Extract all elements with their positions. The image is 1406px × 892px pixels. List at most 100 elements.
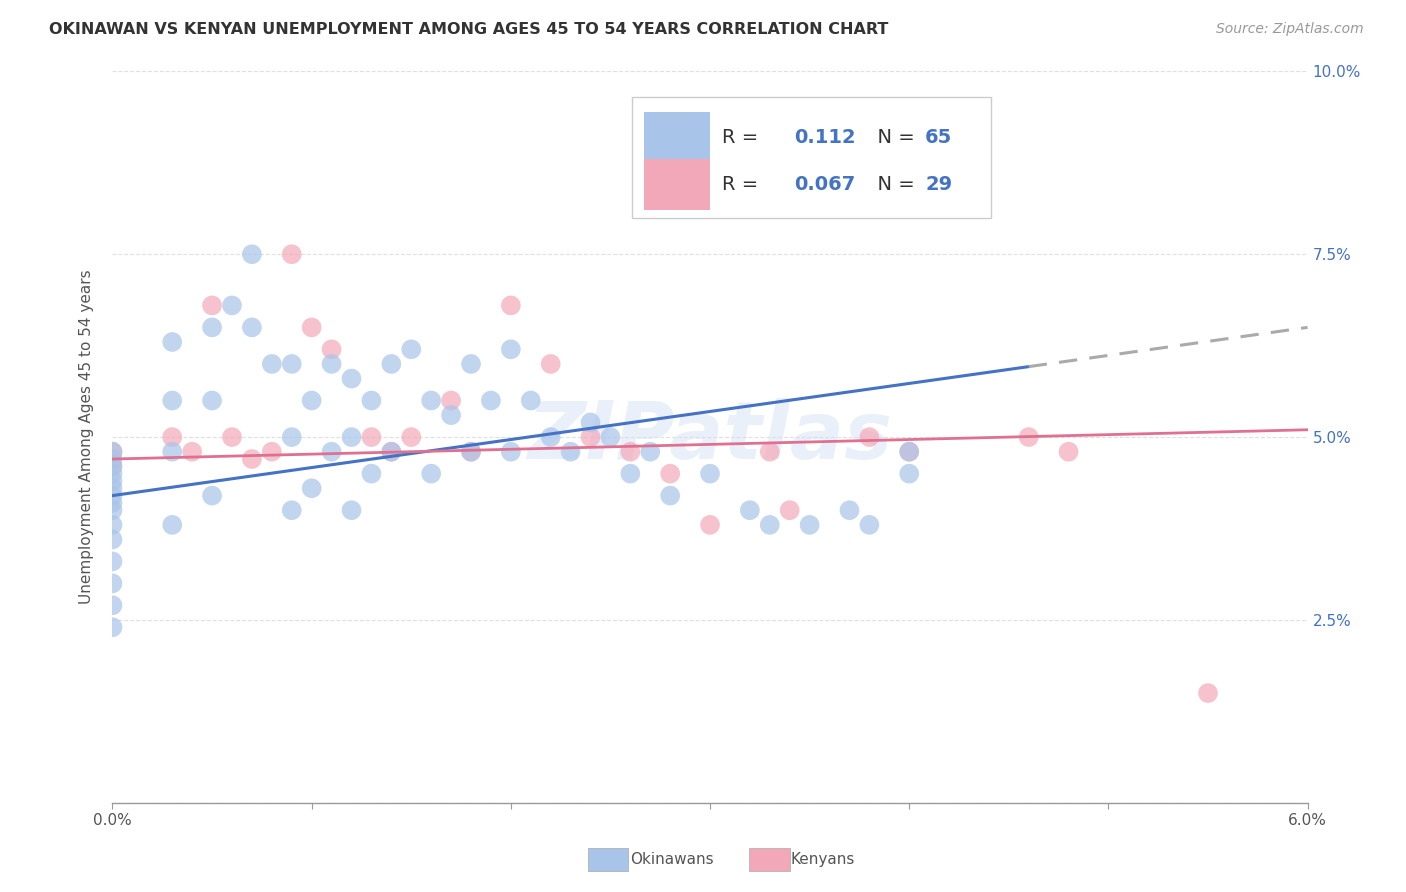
- Y-axis label: Unemployment Among Ages 45 to 54 years: Unemployment Among Ages 45 to 54 years: [79, 269, 94, 605]
- Text: R =: R =: [723, 128, 765, 146]
- Point: [360, 430, 382, 444]
- Point: [1018, 430, 1040, 444]
- Point: [162, 430, 183, 444]
- Point: [101, 496, 124, 510]
- Point: [240, 452, 263, 467]
- Point: [201, 393, 224, 408]
- Point: [101, 452, 124, 467]
- Point: [460, 357, 482, 371]
- Point: [540, 357, 562, 371]
- Point: [1057, 444, 1080, 458]
- Point: [898, 444, 921, 458]
- Point: [101, 599, 124, 613]
- Text: Source: ZipAtlas.com: Source: ZipAtlas.com: [1216, 22, 1364, 37]
- FancyBboxPatch shape: [644, 112, 710, 163]
- Point: [281, 503, 304, 517]
- Point: [460, 444, 482, 458]
- Point: [520, 393, 543, 408]
- Point: [640, 444, 662, 458]
- Text: Kenyans: Kenyans: [790, 853, 855, 867]
- Point: [321, 343, 343, 357]
- FancyBboxPatch shape: [644, 159, 710, 211]
- Point: [260, 357, 283, 371]
- Text: OKINAWAN VS KENYAN UNEMPLOYMENT AMONG AGES 45 TO 54 YEARS CORRELATION CHART: OKINAWAN VS KENYAN UNEMPLOYMENT AMONG AG…: [49, 22, 889, 37]
- Point: [340, 503, 363, 517]
- Text: 65: 65: [925, 128, 952, 146]
- Point: [101, 459, 124, 474]
- Point: [898, 467, 921, 481]
- Point: [599, 430, 621, 444]
- Point: [240, 247, 263, 261]
- Point: [101, 517, 124, 532]
- Point: [162, 393, 183, 408]
- Point: [221, 298, 243, 312]
- Text: 0.067: 0.067: [794, 175, 855, 194]
- Point: [619, 467, 641, 481]
- Point: [340, 430, 363, 444]
- Point: [579, 430, 602, 444]
- Text: ZIPatlas: ZIPatlas: [527, 398, 893, 476]
- Point: [321, 444, 343, 458]
- Point: [499, 298, 522, 312]
- Point: [301, 393, 323, 408]
- Point: [101, 459, 124, 474]
- Point: [738, 503, 761, 517]
- Point: [460, 444, 482, 458]
- Point: [340, 371, 363, 385]
- Point: [858, 430, 880, 444]
- Point: [360, 393, 382, 408]
- Point: [240, 320, 263, 334]
- Point: [101, 474, 124, 488]
- Point: [858, 517, 880, 532]
- Point: [321, 357, 343, 371]
- Point: [440, 408, 463, 422]
- Point: [360, 467, 382, 481]
- Point: [281, 247, 304, 261]
- Point: [699, 517, 721, 532]
- Point: [162, 334, 183, 349]
- Point: [799, 517, 821, 532]
- Point: [201, 298, 224, 312]
- Point: [499, 343, 522, 357]
- Point: [101, 576, 124, 591]
- Point: [659, 489, 682, 503]
- Point: [221, 430, 243, 444]
- Point: [479, 393, 502, 408]
- Point: [301, 481, 323, 495]
- Point: [101, 620, 124, 634]
- Point: [380, 444, 402, 458]
- Point: [101, 533, 124, 547]
- Point: [540, 430, 562, 444]
- Point: [101, 467, 124, 481]
- Point: [162, 444, 183, 458]
- Point: [281, 430, 304, 444]
- Point: [659, 467, 682, 481]
- Point: [101, 554, 124, 568]
- Text: N =: N =: [866, 128, 921, 146]
- Text: N =: N =: [866, 175, 921, 194]
- Point: [1197, 686, 1219, 700]
- Point: [201, 320, 224, 334]
- Point: [759, 517, 782, 532]
- Point: [420, 467, 443, 481]
- Point: [301, 320, 323, 334]
- Point: [779, 503, 801, 517]
- Text: Okinawans: Okinawans: [630, 853, 713, 867]
- Point: [101, 444, 124, 458]
- Point: [201, 489, 224, 503]
- Point: [440, 393, 463, 408]
- Point: [401, 343, 423, 357]
- Point: [499, 444, 522, 458]
- Point: [838, 503, 860, 517]
- Point: [380, 444, 402, 458]
- Point: [181, 444, 204, 458]
- Point: [162, 517, 183, 532]
- Point: [560, 444, 582, 458]
- Text: 29: 29: [925, 175, 952, 194]
- Point: [699, 467, 721, 481]
- Point: [619, 444, 641, 458]
- Point: [759, 444, 782, 458]
- Text: 0.112: 0.112: [794, 128, 855, 146]
- Point: [101, 481, 124, 495]
- Point: [260, 444, 283, 458]
